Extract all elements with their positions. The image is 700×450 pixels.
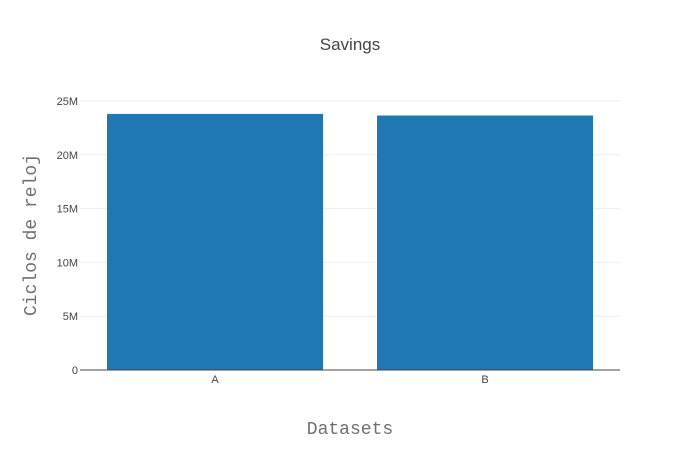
bar-A[interactable] [107, 113, 323, 371]
y-axis-title: Ciclos de reloj [22, 154, 42, 316]
x-tick-label: B [481, 374, 488, 386]
y-tick-label: 20M [57, 150, 78, 162]
x-axis-title: Datasets [307, 420, 393, 440]
y-tick-label: 5M [63, 311, 78, 323]
bar-B[interactable] [377, 115, 593, 370]
y-tick-labels: 0 5M 10M 15M 20M 25M [57, 96, 78, 377]
y-tick-label: 25M [57, 96, 78, 108]
chart-title: Savings [320, 35, 380, 54]
y-tick-label: 10M [57, 257, 78, 269]
y-tick-label: 15M [57, 204, 78, 216]
y-tick-label: 0 [72, 365, 78, 377]
x-tick-label: A [211, 374, 219, 386]
bars [107, 113, 593, 371]
